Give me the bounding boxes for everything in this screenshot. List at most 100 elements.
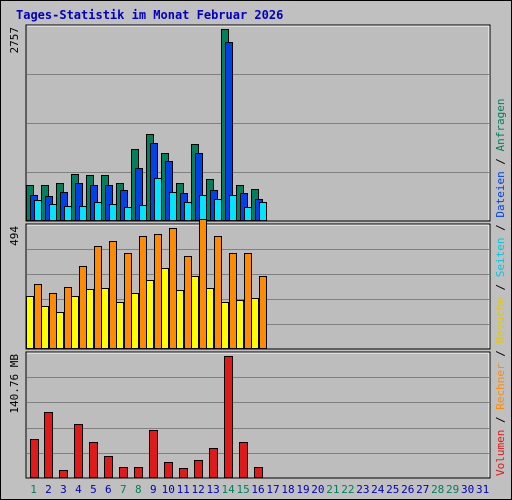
x-tick-label: 18	[281, 483, 294, 496]
legend-separator: /	[494, 277, 507, 297]
bar-seiten	[94, 202, 102, 221]
bar-rechner	[79, 266, 87, 349]
bar-volumen	[224, 356, 233, 478]
bar-volumen	[239, 442, 248, 478]
bar-besuche	[206, 288, 214, 349]
bar-volumen	[74, 424, 83, 478]
x-tick-label: 20	[311, 483, 324, 496]
bar-volumen	[254, 467, 263, 478]
x-tick-label: 15	[236, 483, 249, 496]
bar-rechner	[34, 284, 42, 349]
bar-seiten	[109, 204, 117, 221]
bar-besuche	[71, 296, 79, 349]
bar-volumen	[59, 470, 68, 478]
x-tick-label: 17	[266, 483, 279, 496]
bar-volumen	[89, 442, 98, 478]
bar-volumen	[164, 462, 173, 478]
bar-rechner	[139, 236, 147, 349]
bar-seiten	[34, 200, 42, 221]
bar-seiten	[124, 207, 132, 221]
bar-besuche	[56, 312, 64, 349]
bar-rechner	[184, 256, 192, 349]
bar-seiten	[79, 206, 87, 221]
x-tick-label: 5	[90, 483, 97, 496]
bar-seiten	[259, 202, 267, 221]
x-tick-label: 19	[296, 483, 309, 496]
panel-visits: 494	[8, 219, 491, 350]
bar-rechner	[229, 253, 237, 349]
ymax-label-requests: 2757	[8, 27, 21, 54]
x-tick-label: 29	[446, 483, 459, 496]
panel-volume: 140.76 MB	[8, 351, 491, 479]
bar-volumen	[194, 460, 203, 478]
x-tick-label: 27	[416, 483, 429, 496]
bar-rechner	[169, 228, 177, 349]
bar-rechner	[64, 287, 72, 349]
x-tick-label: 26	[401, 483, 414, 496]
bar-volumen	[149, 430, 158, 478]
bar-besuche	[176, 290, 184, 349]
x-tick-label: 30	[461, 483, 474, 496]
x-tick-label: 2	[45, 483, 52, 496]
ymax-label-volume: 140.76 MB	[8, 354, 21, 414]
bar-dateien	[225, 42, 233, 221]
bar-seiten	[229, 195, 237, 221]
x-tick-label: 10	[162, 483, 175, 496]
bar-besuche	[116, 302, 124, 349]
bar-rechner	[214, 236, 222, 349]
bar-seiten	[184, 202, 192, 221]
bar-rechner	[124, 253, 132, 349]
legend-item-seiten: Seiten	[494, 238, 507, 278]
bar-besuche	[251, 298, 259, 349]
bar-besuche	[26, 296, 34, 349]
bar-volumen	[209, 448, 218, 478]
x-tick-label: 23	[356, 483, 369, 496]
bar-volumen	[104, 456, 113, 478]
bar-rechner	[49, 293, 57, 349]
bar-besuche	[146, 280, 154, 349]
chart-title: Tages-Statistik im Monat Februar 2026	[16, 8, 283, 22]
bar-rechner	[244, 253, 252, 349]
bar-volumen	[44, 412, 53, 478]
x-tick-label: 11	[177, 483, 190, 496]
legend-item-volumen: Volumen	[494, 430, 507, 476]
bar-rechner	[199, 219, 207, 349]
x-tick-label: 21	[326, 483, 339, 496]
x-tick-label: 14	[221, 483, 235, 496]
panel-requests: 2757	[8, 24, 491, 222]
bar-rechner	[94, 246, 102, 349]
bar-besuche	[86, 289, 94, 349]
x-tick-label: 9	[150, 483, 157, 496]
bar-volumen	[119, 467, 128, 478]
legend-item-anfragen: Anfragen	[494, 98, 507, 151]
bar-besuche	[41, 306, 49, 349]
legend-item-dateien: Dateien	[494, 171, 507, 217]
x-tick-label: 7	[120, 483, 127, 496]
x-tick-label: 25	[386, 483, 399, 496]
legend-separator: /	[494, 344, 507, 364]
bar-besuche	[221, 302, 229, 349]
x-tick-label: 4	[75, 483, 82, 496]
x-tick-label: 28	[431, 483, 444, 496]
bar-rechner	[154, 234, 162, 349]
bar-seiten	[139, 205, 147, 221]
x-tick-label: 6	[105, 483, 112, 496]
x-tick-label: 1	[30, 483, 37, 496]
x-tick-label: 3	[60, 483, 67, 496]
x-tick-label: 16	[251, 483, 264, 496]
bar-besuche	[191, 276, 199, 349]
legend-separator: /	[494, 218, 507, 238]
ymax-label-visits: 494	[8, 226, 21, 246]
bar-seiten	[154, 178, 162, 221]
x-tick-label: 24	[371, 483, 385, 496]
plot-area-volume	[25, 351, 491, 479]
x-tick-label: 8	[135, 483, 142, 496]
bar-rechner	[259, 276, 267, 349]
bar-seiten	[169, 192, 177, 221]
bar-rechner	[109, 241, 117, 349]
legend-item-rechner: Rechner	[494, 363, 507, 410]
bar-seiten	[244, 207, 252, 221]
bar-besuche	[101, 288, 109, 349]
bar-volumen	[134, 467, 143, 478]
